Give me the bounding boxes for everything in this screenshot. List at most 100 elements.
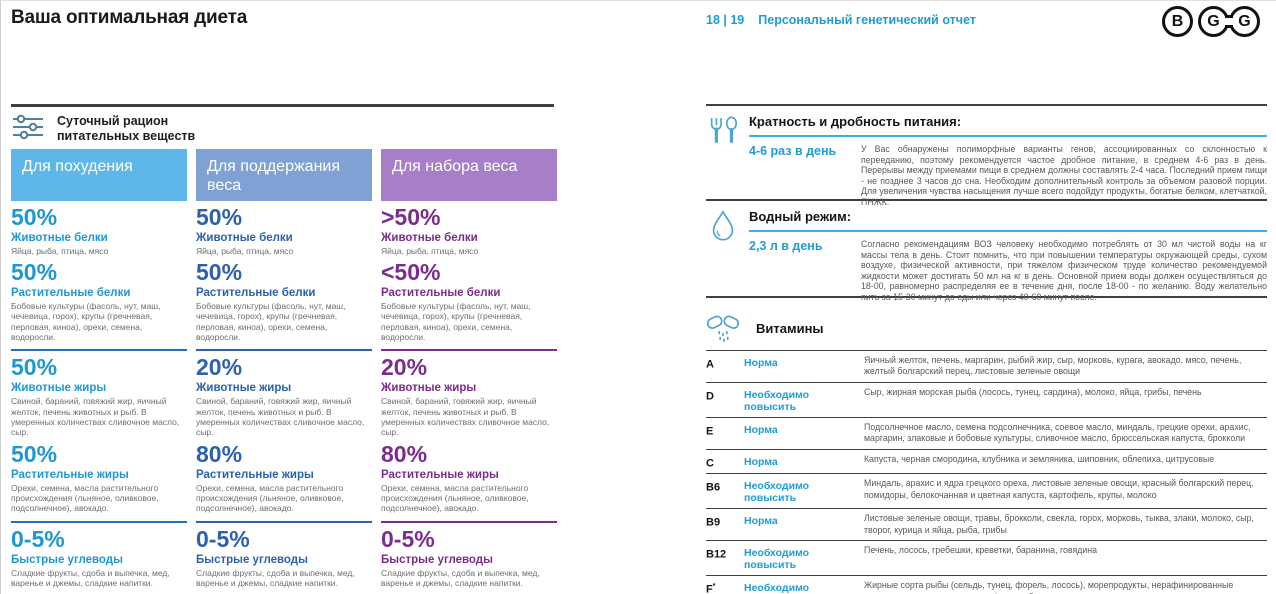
nutrient-label: Животные жиры <box>381 382 477 395</box>
page-number: 18 | 19 <box>706 13 745 27</box>
logo-letter-b: B <box>1162 6 1193 37</box>
cutlery-icon <box>706 114 749 199</box>
nutrient-value: 50% <box>11 440 58 467</box>
vitamin-foods: Миндаль, арахис и ядра грецкого ореха, л… <box>864 478 1254 500</box>
vitamin-foods: Печень, лосось, гребешки, креветки, бара… <box>864 545 1098 556</box>
vitamin-status: Норма <box>744 515 778 528</box>
nutrient-label: Животные жиры <box>11 382 107 395</box>
vitamin-letter: E <box>706 425 714 438</box>
vitamins-table: A Норма Яичный желток, печень, маргарин,… <box>706 350 1267 594</box>
daily-ration-heading: Суточный рацион питательных веществ <box>13 114 195 144</box>
vitamin-row: F* Необходимо повысить Жирные сорта рыбы… <box>706 575 1267 594</box>
diet-column-weight-gain: Для набора веса >50% Животные белки Яйца… <box>381 149 557 594</box>
nutrient-label: Животные белки <box>11 231 108 244</box>
vitamin-letter: C <box>706 457 714 470</box>
nutrient-label: Растительные жиры <box>381 468 499 481</box>
nutrient-label: Растительные жиры <box>196 468 314 481</box>
nutrient-label: Растительные белки <box>196 287 316 300</box>
diet-column-weight-maintenance: Для поддержания веса 50% Животные белки … <box>196 149 372 594</box>
column-header: Для похудения <box>11 149 187 201</box>
vitamin-row: C Норма Капуста, черная смородина, клубн… <box>706 448 1267 474</box>
nutrient-value: 0-5% <box>381 525 435 552</box>
vitamin-foods: Листовые зеленые овощи, травы, брокколи,… <box>864 513 1254 535</box>
nutrient-row: <50% Растительные белки Бобовые культуры… <box>381 259 557 343</box>
nutrient-desc: Орехи, семена, масла растительного проис… <box>196 482 344 514</box>
nutrient-desc: Бобовые культуры (фасоль, нут, маш, чече… <box>381 301 531 343</box>
meal-frequency-text: У Вас обнаружены полиморфные варианты ге… <box>861 144 1267 207</box>
nutrient-desc: Орехи, семена, масла растительного проис… <box>381 482 529 514</box>
nutrient-desc: Бобовые культуры (фасоль, нут, маш, чече… <box>196 301 346 343</box>
nutrient-row: 0-5% Быстрые углеводы Сладкие фрукты, сд… <box>11 527 187 589</box>
vitamin-row: D Необходимо повысить Сыр, жирная морска… <box>706 381 1267 417</box>
meal-frequency-section: Кратность и дробность питания: 4-6 раз в… <box>706 104 1267 207</box>
nutrient-label: Растительные жиры <box>11 468 129 481</box>
logo-letter-g1: G <box>1198 6 1229 37</box>
group-divider <box>196 520 372 523</box>
nutrient-desc: Орехи, семена, масла растительного проис… <box>11 482 159 514</box>
nutrient-label: Животные белки <box>196 231 293 244</box>
nutrient-value: 50% <box>196 204 243 230</box>
vitamin-foods: Сыр, жирная морская рыба (лосось, тунец,… <box>864 386 1202 397</box>
nutrient-label: Быстрые углеводы <box>196 553 308 566</box>
vitamin-status: Норма <box>744 423 778 436</box>
nutrient-value: 50% <box>11 354 58 381</box>
nutrient-row: 50% Растительные белки Бобовые культуры … <box>196 259 372 343</box>
vitamin-foods: Подсолнечное масло, семена подсолнечника… <box>864 421 1251 444</box>
water-regime-section: Водный режим: 2,3 л в день Согласно реко… <box>706 199 1267 302</box>
vitamin-row: B12 Необходимо повысить Печень, лосось, … <box>706 540 1267 575</box>
group-divider <box>196 349 372 352</box>
nutrient-value: 80% <box>381 440 428 467</box>
nutrient-row: 80% Растительные жиры Орехи, семена, мас… <box>381 440 557 514</box>
nutrient-label: Быстрые углеводы <box>11 553 123 566</box>
nutrient-desc: Бобовые культуры (фасоль, нут, маш, чече… <box>11 301 161 343</box>
nutrient-row: 50% Животные белки Яйца, рыба, птица, мя… <box>196 204 372 256</box>
nutrient-value: 50% <box>11 204 58 230</box>
nutrient-desc: Яйца, рыба, птица, мясо <box>381 245 479 256</box>
nutrient-desc: Свиной, бараний, говяжий жир, яичный жел… <box>381 396 550 438</box>
nutrient-value: 80% <box>196 440 243 467</box>
nutrient-row: 0-5% Быстрые углеводы Сладкие фрукты, сд… <box>381 525 557 589</box>
vitamin-status: Норма <box>744 455 778 468</box>
nutrient-value: 0-5% <box>196 525 250 552</box>
nutrient-value: 50% <box>196 259 243 286</box>
vitamin-status: Необходимо повысить <box>744 547 810 572</box>
vitamin-row: A Норма Яичный желток, печень, маргарин,… <box>706 350 1267 382</box>
vitamins-header: Витамины <box>706 306 1267 350</box>
nutrient-label: Животные жиры <box>196 382 292 395</box>
vitamin-letter: A <box>706 358 714 371</box>
nutrient-value: 50% <box>11 259 58 286</box>
logo-letter-g2: G <box>1229 6 1260 37</box>
column-header: Для поддержания веса <box>196 149 372 201</box>
nutrient-label: Быстрые углеводы <box>381 553 493 566</box>
vitamin-status: Норма <box>744 357 778 369</box>
nutrient-desc: Яйца, рыба, птица, мясо <box>11 245 109 256</box>
vitamin-foods: Яичный желток, печень, маргарин, рыбий ж… <box>864 355 1242 377</box>
group-divider <box>381 349 557 352</box>
column-header: Для набора веса <box>381 149 557 201</box>
nutrient-desc: Яйца, рыба, птица, мясо <box>196 245 294 256</box>
section-underline <box>749 135 1267 137</box>
nutrient-row: 80% Растительные жиры Орехи, семена, мас… <box>196 440 372 514</box>
nutrient-desc: Свиной, бараний, говяжий жир, яичный жел… <box>11 396 180 438</box>
sliders-icon <box>13 114 43 140</box>
water-regime-value: 2,3 л в день <box>749 239 823 253</box>
nutrient-row: 50% Растительные жиры Орехи, семена, мас… <box>11 440 187 514</box>
section-underline <box>749 230 1267 232</box>
diet-column-weight-loss: Для похудения 50% Животные белки Яйца, р… <box>11 149 187 594</box>
diet-columns: Для похудения 50% Животные белки Яйца, р… <box>11 149 557 594</box>
nutrient-value: 20% <box>196 354 243 381</box>
nutrient-row: 0-5% Быстрые углеводы Сладкие фрукты, сд… <box>196 525 372 589</box>
page-title: Ваша оптимальная диета <box>11 7 248 28</box>
vitamin-row: B6 Необходимо повысить Миндаль, арахис и… <box>706 473 1267 508</box>
water-drop-icon <box>706 209 749 296</box>
bgg-logo: B G G <box>1162 6 1260 37</box>
capsule-spill-icon <box>706 312 749 344</box>
report-name: Персональный генетический отчет <box>758 13 976 27</box>
nutrient-row: >50% Животные белки Яйца, рыба, птица, м… <box>381 206 557 256</box>
nutrient-value: <50% <box>381 259 441 286</box>
vitamins-title: Витамины <box>756 320 824 336</box>
recommendations-panel: Кратность и дробность питания: 4-6 раз в… <box>706 104 1267 594</box>
vitamin-row: E Норма Подсолнечное масло, семена подсо… <box>706 416 1267 449</box>
nutrient-label: Растительные белки <box>381 287 501 300</box>
